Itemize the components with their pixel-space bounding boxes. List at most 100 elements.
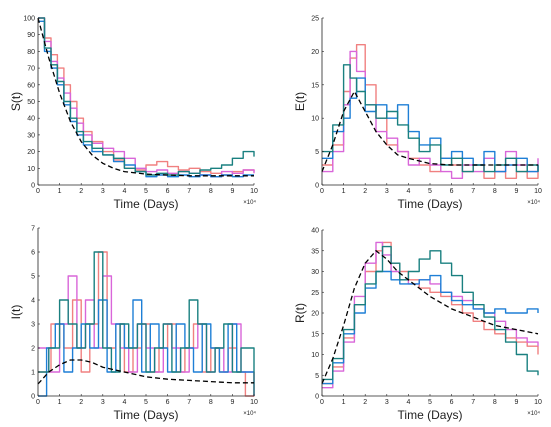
s-series-line-4	[38, 17, 255, 176]
s-y-tick-label: 80	[27, 49, 35, 56]
r-series-line-4	[322, 245, 539, 381]
s-y-tick-label: 50	[27, 99, 35, 106]
i-y-tick-label: 1	[31, 370, 35, 377]
e-y-axis-label: E(t)	[293, 92, 307, 111]
r-x-multiplier: ×10⁴	[527, 410, 540, 417]
i-y-tick-label: 7	[31, 226, 35, 233]
i-x-tick-label: 8	[209, 399, 213, 406]
i-y-tick-label: 5	[31, 274, 35, 281]
r-x-tick-label: 1	[342, 399, 346, 406]
e-x-tick-label: 4	[406, 188, 410, 195]
i-x-tick-label: 7	[187, 399, 191, 406]
r-y-tick-label: 15	[311, 331, 319, 338]
i-y-tick-label: 0	[31, 394, 35, 401]
s-x-tick-label: 7	[187, 188, 191, 195]
i-series-line-4	[38, 251, 255, 396]
s-y-tick-label: 70	[27, 66, 35, 73]
s-y-tick-label: 60	[27, 82, 35, 89]
e-y-tick-label: 20	[311, 49, 319, 56]
r-y-tick-label: 5	[315, 373, 319, 380]
s-x-tick-label: 8	[209, 188, 213, 195]
s-x-tick-label: 6	[166, 188, 170, 195]
i-x-tick-label: 5	[144, 399, 148, 406]
r-y-tick-label: 35	[311, 248, 319, 255]
s-y-tick-label: 20	[27, 149, 35, 156]
e-y-tick-label: 15	[311, 82, 319, 89]
r-y-tick-label: 0	[315, 394, 319, 401]
e-x-tick-label: 5	[428, 188, 432, 195]
r-x-tick-label: 5	[428, 399, 432, 406]
i-mean-curve	[37, 359, 254, 385]
s-x-tick-label: 4	[122, 188, 126, 195]
s-mean-curve	[37, 17, 254, 177]
r-y-tick-label: 10	[311, 352, 319, 359]
subplot-s: 0 1 2 3 4 5 6 7 8 9 100102030405060708090100×10⁴Ti…	[9, 16, 258, 212]
e-y-tick-label: 5	[315, 149, 319, 156]
s-y-tick-label: 30	[27, 132, 35, 139]
i-x-tick-label: 4	[122, 399, 126, 406]
r-y-tick-label: 20	[311, 311, 319, 318]
s-x-tick-label: 1	[58, 188, 62, 195]
i-x-multiplier: ×10⁴	[243, 410, 256, 417]
e-mean-curve	[321, 90, 538, 172]
i-series-line-3	[38, 299, 254, 397]
s-y-tick-label: 40	[27, 116, 35, 123]
r-x-tick-label: 8	[493, 399, 497, 406]
s-y-axis-label: S(t)	[9, 92, 23, 111]
e-x-tick-label: 9	[514, 188, 518, 195]
i-x-tick-label: 2	[79, 399, 83, 406]
s-y-tick-label: 100	[23, 16, 35, 23]
i-x-tick-label: 3	[101, 399, 105, 406]
e-x-axis-label: Time (Days)	[398, 197, 463, 211]
e-x-tick-label: 1	[342, 188, 346, 195]
i-y-tick-label: 6	[31, 250, 35, 257]
r-mean-curve	[321, 249, 539, 384]
e-x-tick-label: 0	[320, 188, 324, 195]
s-y-tick-label: 10	[27, 166, 35, 173]
r-x-tick-label: 7	[471, 399, 475, 406]
subplot-e: 0 1 2 3 4 5 6 7 8 9 10 0 5 10 15 20 25 ×10⁴ Time (Days) E(t…	[293, 16, 542, 212]
i-y-axis-label: I(t)	[9, 305, 23, 320]
i-x-tick-label: 1	[58, 399, 62, 406]
s-x-tick-label: 9	[230, 188, 234, 195]
e-x-tick-label: 6	[450, 188, 454, 195]
i-x-tick-label: 0	[36, 399, 40, 406]
r-x-tick-label: 6	[450, 399, 454, 406]
subplot-r: 0 1 2 3 4 5 6 7 8 9 10 0 5 10 15 20 25 30 35 40 ×10⁴ Time (Da…	[293, 228, 542, 423]
e-x-tick-label: 2	[363, 188, 367, 195]
e-x-tick-label: 3	[385, 188, 389, 195]
r-x-tick-label: 10	[534, 399, 542, 406]
r-y-tick-label: 25	[311, 290, 319, 297]
i-y-tick-label: 2	[31, 346, 35, 353]
s-y-tick-label: 90	[27, 32, 35, 39]
r-x-tick-label: 3	[385, 399, 389, 406]
i-x-tick-label: 10	[250, 399, 258, 406]
i-y-tick-label: 3	[31, 322, 35, 329]
e-y-tick-label: 10	[311, 116, 319, 123]
r-x-tick-label: 9	[514, 399, 518, 406]
r-series-line-3	[322, 270, 539, 385]
subplot-i: 0 1 2 3 4 5 6 7 8 9 10 0 1 2 3 4 5 6 7 ×10⁴ Time (Days) I(t)	[9, 226, 258, 423]
e-x-tick-label: 7	[471, 188, 475, 195]
s-x-multiplier: ×10⁴	[243, 199, 256, 206]
r-y-axis-label: R(t)	[293, 303, 307, 323]
e-y-tick-label: 25	[311, 16, 319, 23]
s-x-tick-label: 0	[36, 188, 40, 195]
r-x-tick-label: 0	[320, 399, 324, 406]
s-x-tick-label: 10	[250, 188, 258, 195]
s-series-line-2	[38, 17, 255, 178]
r-y-tick-label: 40	[311, 228, 319, 235]
e-x-tick-label: 10	[534, 188, 542, 195]
s-x-tick-label: 5	[144, 188, 148, 195]
r-x-tick-label: 4	[406, 399, 410, 406]
s-x-tick-label: 2	[79, 188, 83, 195]
r-y-tick-label: 30	[311, 269, 319, 276]
r-x-tick-label: 2	[363, 399, 367, 406]
i-x-tick-label: 6	[166, 399, 170, 406]
e-x-multiplier: ×10⁴	[527, 199, 540, 206]
s-x-tick-label: 3	[101, 188, 105, 195]
s-x-axis-label: Time (Days)	[114, 197, 179, 211]
i-x-axis-label: Time (Days)	[114, 408, 179, 422]
e-x-tick-label: 8	[493, 188, 497, 195]
